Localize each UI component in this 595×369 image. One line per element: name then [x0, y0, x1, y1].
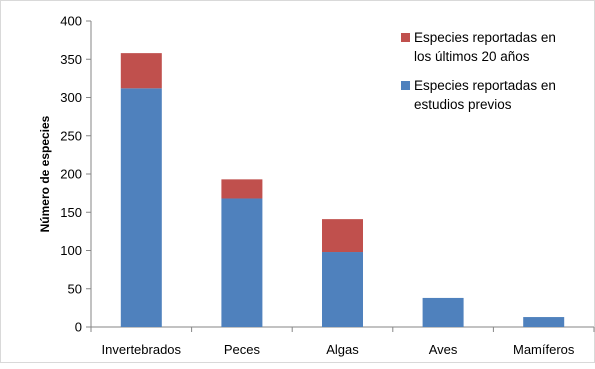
y-tick-label: 250 — [60, 128, 82, 143]
legend: Especies reportadas en los últimos 20 año… — [401, 30, 556, 112]
x-category-label: Algas — [326, 342, 359, 357]
bars — [120, 53, 565, 327]
bar-previous-mamíferos — [523, 317, 565, 327]
y-tick-label: 400 — [60, 14, 82, 29]
labels: 0 50 100 150 200 250 300 350 400 Invertebrados Pec… — [38, 14, 575, 358]
bar-previous-invertebrados — [120, 88, 162, 327]
bar-previous-peces — [221, 198, 263, 327]
y-tick-label: 200 — [60, 167, 82, 182]
x-category-label: Aves — [429, 342, 458, 357]
legend-label: Especies reportadas en — [414, 30, 556, 45]
axes — [86, 20, 595, 332]
legend-swatch — [401, 33, 410, 42]
legend-label: los últimos 20 años — [414, 49, 530, 64]
y-tick-label: 50 — [68, 281, 82, 296]
y-tick-label: 300 — [60, 90, 82, 105]
x-category-label: Peces — [224, 342, 261, 357]
y-tick-label: 100 — [60, 243, 82, 258]
legend-label: estudios previos — [414, 97, 512, 112]
x-category-label: Mamíferos — [513, 342, 575, 357]
legend-swatch — [401, 81, 410, 90]
bar-recent-peces — [221, 179, 263, 199]
y-tick-label: 350 — [60, 52, 82, 67]
x-category-label: Invertebrados — [102, 342, 182, 357]
y-tick-label: 150 — [60, 205, 82, 220]
bar-recent-algas — [322, 219, 363, 253]
bar-recent-invertebrados — [120, 53, 162, 89]
legend-label: Especies reportadas en — [414, 78, 556, 93]
y-axis-title: Número de especies — [38, 115, 52, 232]
bar-previous-aves — [422, 297, 464, 327]
y-tick-label: 0 — [75, 320, 82, 335]
bar-previous-algas — [322, 252, 363, 327]
